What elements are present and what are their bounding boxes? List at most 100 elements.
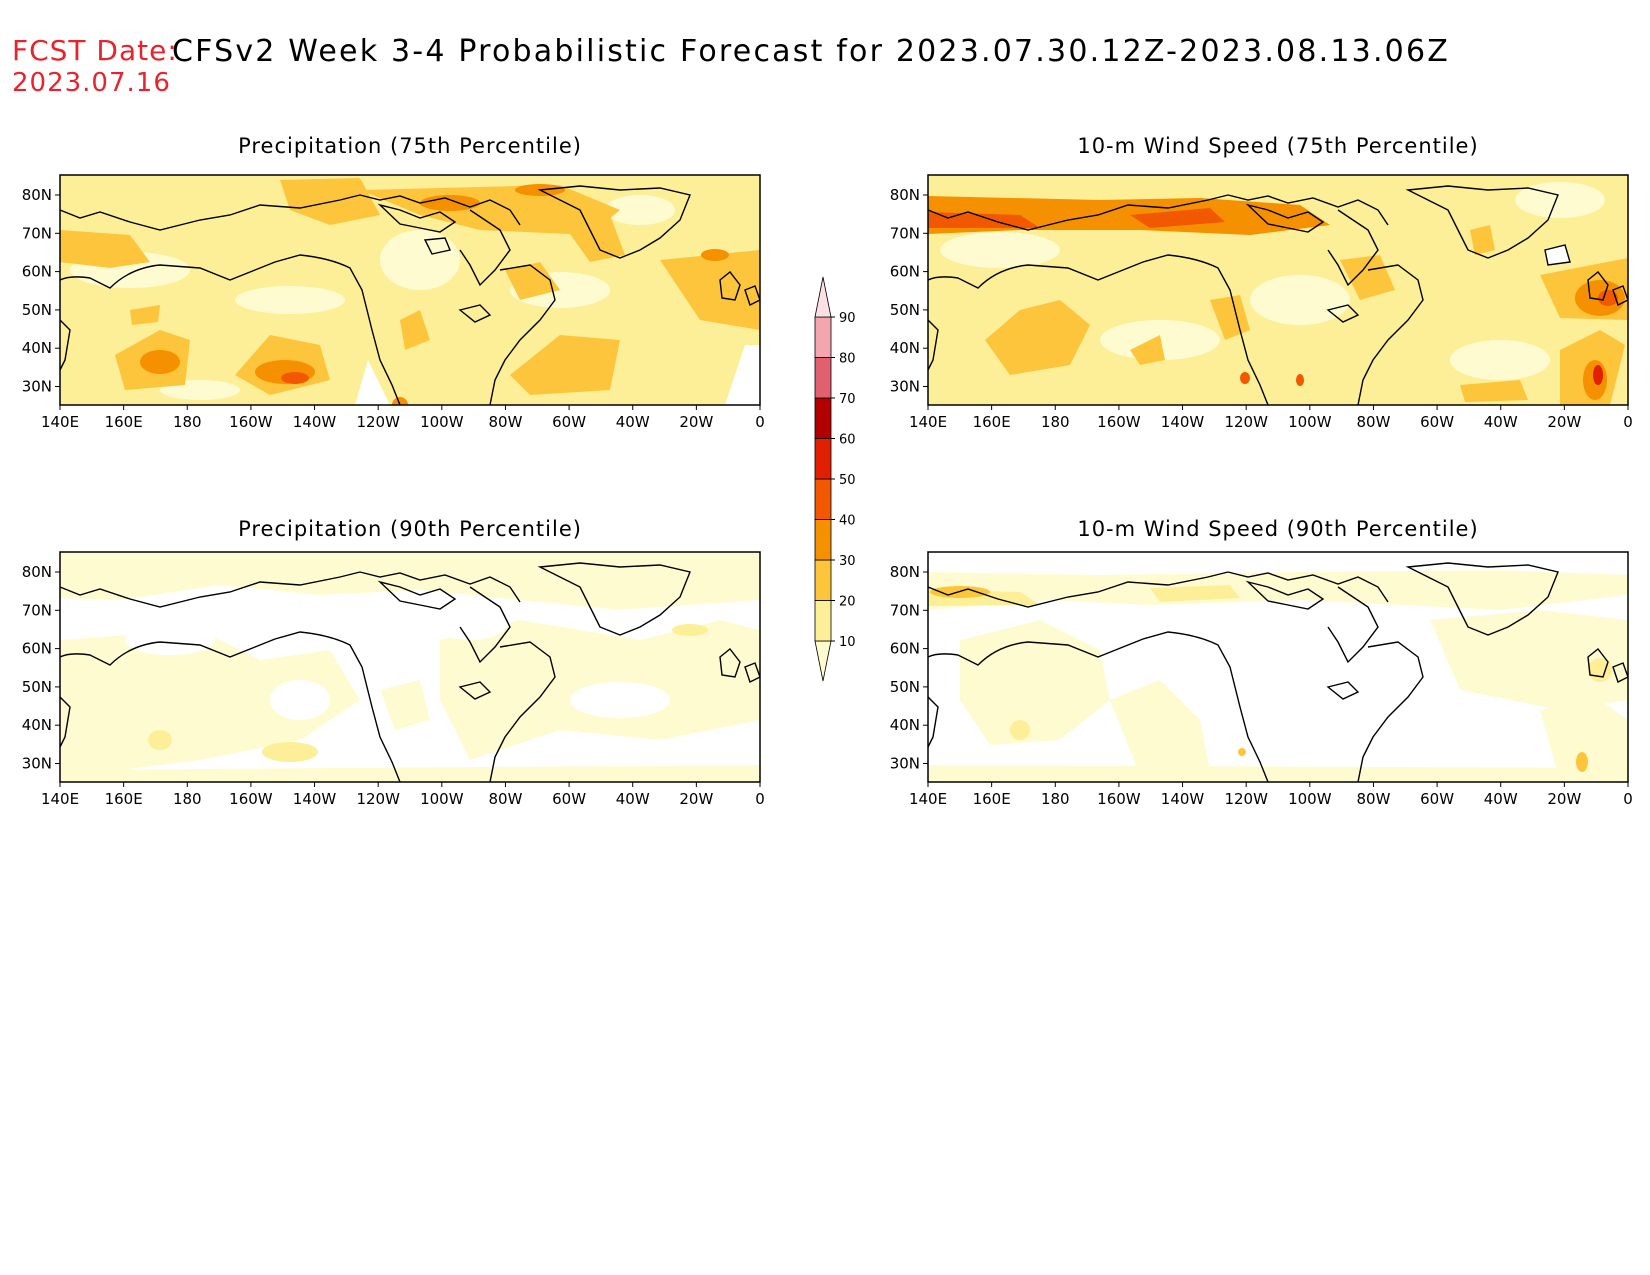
lon-tick-label: 160E — [973, 790, 1011, 808]
lon-tick-label: 20W — [679, 790, 713, 808]
axis-ticks-wind75: 140E 160E 180 160W 140W 120W 100W 80W 60W 40W 20W 0… — [890, 186, 1633, 431]
lat-tick-label: 50N — [22, 301, 52, 319]
colorbar-segment — [814, 397, 832, 439]
lon-tick-label: 0 — [1623, 413, 1633, 431]
panel-title-wind75: 10-m Wind Speed (75th Percentile) — [1077, 134, 1478, 158]
lon-tick-label: 140E — [909, 790, 947, 808]
colorbar: 10 20 30 40 50 60 70 80 90 — [814, 276, 856, 682]
colorbar-tick-label: 60 — [839, 433, 856, 448]
lon-tick-label: 60W — [552, 790, 586, 808]
lon-tick-label: 0 — [1623, 790, 1633, 808]
panel-title-wind90: 10-m Wind Speed (90th Percentile) — [1077, 517, 1478, 541]
lat-tick-label: 50N — [22, 678, 52, 696]
lon-tick-label: 140E — [41, 790, 79, 808]
lat-tick-label: 40N — [22, 339, 52, 357]
lon-tick-label: 140E — [909, 413, 947, 431]
colorbar-segment — [814, 519, 832, 561]
lat-tick-label: 80N — [22, 186, 52, 204]
lat-tick-label: 50N — [890, 678, 920, 696]
lon-tick-label: 60W — [1420, 790, 1454, 808]
main-title: CFSv2 Week 3-4 Probabilistic Forecast fo… — [172, 34, 1451, 69]
lon-tick-label: 180 — [173, 790, 202, 808]
axis-ticks-precip90: 140E 160E 180 160W 140W 120W 100W 80W 60W 40W 20W 0… — [22, 563, 765, 808]
lon-tick-label: 140W — [293, 413, 337, 431]
lat-tick-label: 70N — [22, 224, 52, 242]
lon-tick-label: 40W — [616, 413, 650, 431]
lon-tick-label: 80W — [488, 413, 522, 431]
colorbar-segment — [814, 438, 832, 480]
lat-tick-label: 60N — [22, 263, 52, 281]
lon-tick-label: 120W — [356, 413, 400, 431]
colorbar-tick-label: 30 — [839, 554, 856, 569]
panel-title-precip90: Precipitation (90th Percentile) — [238, 517, 582, 541]
colorbar-tick-label: 20 — [839, 595, 856, 610]
colorbar-segment — [814, 600, 832, 642]
lon-tick-label: 0 — [755, 413, 765, 431]
lon-tick-label: 180 — [1041, 790, 1070, 808]
colorbar-segment — [814, 357, 832, 399]
colorbar-tick-label: 50 — [839, 473, 856, 488]
lon-tick-label: 180 — [1041, 413, 1070, 431]
lon-tick-label: 140E — [41, 413, 79, 431]
lat-tick-label: 40N — [890, 339, 920, 357]
lon-tick-label: 160W — [229, 790, 273, 808]
lat-tick-label: 30N — [890, 378, 920, 396]
lon-tick-label: 140W — [1161, 790, 1205, 808]
lon-tick-label: 120W — [356, 790, 400, 808]
colorbar-segment — [814, 559, 832, 601]
lat-tick-label: 60N — [890, 263, 920, 281]
lon-tick-label: 120W — [1224, 413, 1268, 431]
colorbar-tick-label: 70 — [839, 392, 856, 407]
axis-ticks-wind90: 140E 160E 180 160W 140W 120W 100W 80W 60W 40W 20W 0… — [890, 563, 1633, 808]
lon-tick-label: 100W — [420, 790, 464, 808]
lon-tick-label: 20W — [679, 413, 713, 431]
lat-tick-label: 40N — [890, 716, 920, 734]
lon-tick-label: 20W — [1547, 790, 1581, 808]
lon-tick-label: 160W — [1097, 413, 1141, 431]
colorbar-tick-label: 80 — [839, 352, 856, 367]
lon-tick-label: 160E — [105, 413, 143, 431]
fcst-date-value: 2023.07.16 — [12, 68, 171, 98]
lon-tick-label: 60W — [552, 413, 586, 431]
lon-tick-label: 40W — [616, 790, 650, 808]
lon-tick-label: 80W — [1356, 413, 1390, 431]
lon-tick-label: 160E — [973, 413, 1011, 431]
colorbar-tick-label: 90 — [839, 311, 856, 326]
lon-tick-label: 100W — [1288, 413, 1332, 431]
lat-tick-label: 70N — [890, 601, 920, 619]
lat-tick-label: 60N — [890, 640, 920, 658]
lon-tick-label: 80W — [488, 790, 522, 808]
lon-tick-label: 160W — [1097, 790, 1141, 808]
lat-tick-label: 80N — [890, 186, 920, 204]
lat-tick-label: 60N — [22, 640, 52, 658]
lon-tick-label: 160W — [229, 413, 273, 431]
colorbar-tick-label: 40 — [839, 514, 856, 529]
lon-tick-label: 40W — [1484, 790, 1518, 808]
lon-tick-label: 20W — [1547, 413, 1581, 431]
lon-tick-label: 100W — [1288, 790, 1332, 808]
lon-tick-label: 140W — [1161, 413, 1205, 431]
lat-tick-label: 30N — [22, 755, 52, 773]
map-panel-precip75 — [59, 174, 761, 406]
map-panel-precip90 — [59, 551, 761, 783]
lon-tick-label: 180 — [173, 413, 202, 431]
colorbar-segment — [814, 276, 832, 318]
lon-tick-label: 60W — [1420, 413, 1454, 431]
lat-tick-label: 80N — [890, 563, 920, 581]
fcst-date-label: FCST Date: — [12, 34, 178, 67]
lon-tick-label: 40W — [1484, 413, 1518, 431]
lon-tick-label: 120W — [1224, 790, 1268, 808]
colorbar-segment — [814, 640, 832, 682]
lon-tick-label: 0 — [755, 790, 765, 808]
panel-title-precip75: Precipitation (75th Percentile) — [238, 134, 582, 158]
lat-tick-label: 50N — [890, 301, 920, 319]
colorbar-segment — [814, 316, 832, 358]
lat-tick-label: 70N — [22, 601, 52, 619]
lat-tick-label: 40N — [22, 716, 52, 734]
lon-tick-label: 140W — [293, 790, 337, 808]
map-panel-wind75 — [927, 174, 1629, 406]
axis-ticks-precip75: 140E 160E 180 160W 140W 120W 100W 80W 60W 40W 20W 0… — [22, 186, 765, 431]
lon-tick-label: 80W — [1356, 790, 1390, 808]
lat-tick-label: 80N — [22, 563, 52, 581]
